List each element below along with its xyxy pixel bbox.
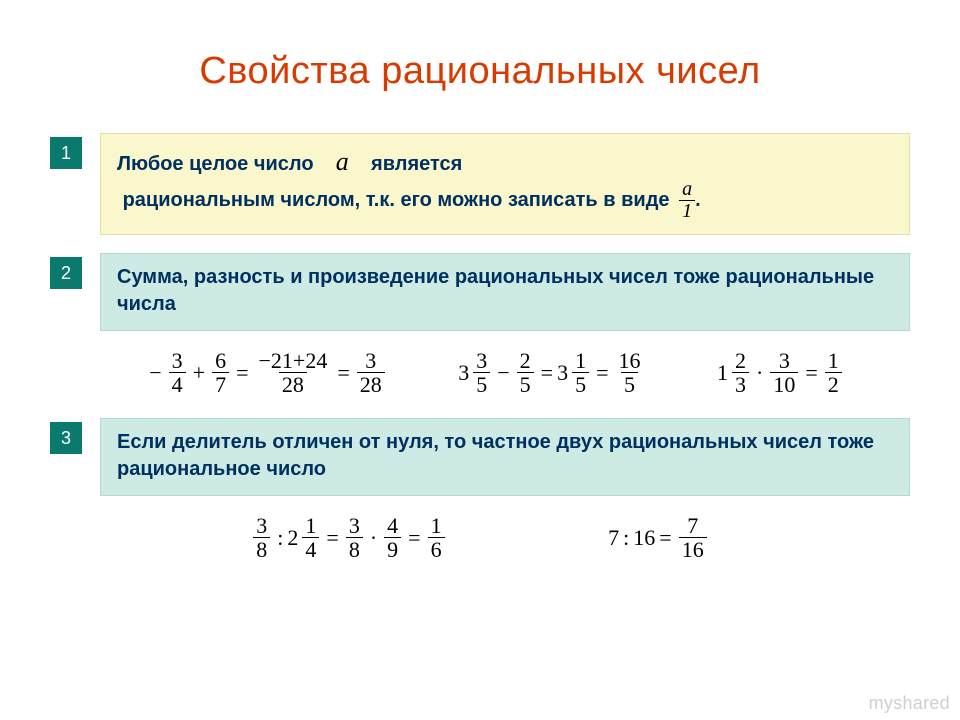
page-title: Свойства рациональных чисел (50, 50, 910, 93)
text: Любое целое число (117, 153, 314, 175)
property-1: 1 Любое целое число а является рациональ… (50, 133, 910, 235)
bullet-2: 2 (50, 257, 82, 289)
text: рациональным числом, т.к. его можно запи… (123, 189, 670, 211)
bullet-1: 1 (50, 137, 82, 169)
watermark: myshared (869, 693, 950, 714)
math-examples-2: 38 : 2 14 = 38 · 49 = 16 7 : 16 = 716 (170, 514, 790, 561)
expr-1: − 34 + 67 = −21+2428 = 328 (145, 349, 388, 396)
text: является (371, 153, 462, 175)
property-3: 3 Если делитель отличен от нуля, то част… (50, 418, 910, 496)
property-2: 2 Сумма, разность и произведение рациона… (50, 253, 910, 331)
variable-a: а (336, 147, 349, 176)
expr-3: 1 23 · 310 = 12 (717, 349, 845, 396)
expr-5: 7 : 16 = 716 (608, 514, 710, 561)
property-3-box: Если делитель отличен от нуля, то частно… (100, 418, 910, 496)
slide: Свойства рациональных чисел 1 Любое цело… (0, 0, 960, 720)
property-1-box: Любое целое число а является рациональны… (100, 133, 910, 235)
expr-4: 38 : 2 14 = 38 · 49 = 16 (250, 514, 447, 561)
text: . (695, 189, 701, 211)
property-2-box: Сумма, разность и произведение рациональ… (100, 253, 910, 331)
fraction-a-over-1: a 1 (679, 179, 695, 222)
math-examples-1: − 34 + 67 = −21+2428 = 328 3 35 − 25 = 3… (110, 349, 880, 396)
bullet-3: 3 (50, 422, 82, 454)
expr-2: 3 35 − 25 = 3 15 = 165 (458, 349, 646, 396)
